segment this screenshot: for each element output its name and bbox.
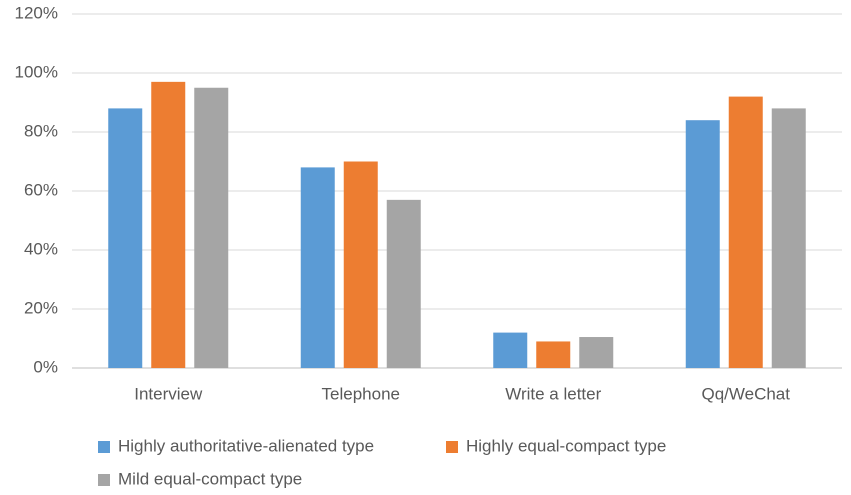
x-tick-label: Telephone: [322, 384, 400, 403]
y-tick-label: 80%: [24, 121, 58, 140]
legend-swatch: [98, 474, 110, 486]
x-tick-label: Qq/WeChat: [701, 384, 790, 403]
x-tick-label: Write a letter: [505, 384, 601, 403]
y-tick-label: 100%: [15, 62, 58, 81]
bar: [343, 161, 378, 368]
bar: [771, 108, 806, 369]
y-tick-label: 40%: [24, 239, 58, 258]
bar: [108, 108, 143, 369]
legend-swatch: [446, 441, 458, 453]
legend-label: Mild equal-compact type: [118, 469, 302, 488]
bar: [194, 87, 229, 368]
legend-label: Highly equal-compact type: [466, 436, 666, 455]
bar: [151, 81, 186, 368]
legend-swatch: [98, 441, 110, 453]
bar: [579, 337, 614, 368]
y-tick-label: 60%: [24, 180, 58, 199]
x-tick-label: Interview: [134, 384, 203, 403]
bar: [386, 199, 421, 368]
bar: [685, 120, 720, 368]
y-tick-label: 0%: [33, 357, 58, 376]
bar: [493, 332, 528, 368]
bar: [300, 167, 335, 368]
y-tick-label: 20%: [24, 298, 58, 317]
bar: [536, 341, 571, 368]
legend-label: Highly authoritative-alienated type: [118, 436, 374, 455]
y-tick-label: 120%: [15, 3, 58, 22]
bar: [728, 96, 763, 368]
